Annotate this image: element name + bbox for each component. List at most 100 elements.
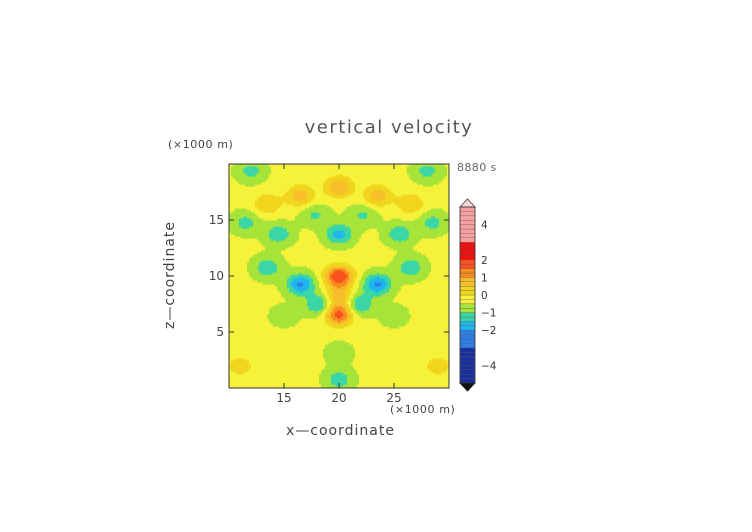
heatmap-cell bbox=[281, 226, 284, 229]
heatmap-cell bbox=[255, 216, 258, 219]
heatmap-cell bbox=[251, 370, 254, 373]
heatmap-cell bbox=[293, 296, 296, 299]
heatmap-cell bbox=[301, 300, 304, 303]
heatmap-cell bbox=[289, 230, 292, 233]
heatmap-cell bbox=[305, 170, 308, 173]
heatmap-cell bbox=[243, 192, 246, 195]
heatmap-cell bbox=[299, 326, 302, 329]
heatmap-cell bbox=[253, 208, 256, 211]
heatmap-cell bbox=[235, 346, 238, 349]
heatmap-cell bbox=[283, 176, 286, 179]
heatmap-cell bbox=[279, 266, 282, 269]
heatmap-cell bbox=[283, 308, 286, 311]
heatmap-cell bbox=[287, 312, 290, 315]
heatmap-cell bbox=[275, 234, 278, 237]
heatmap-cell bbox=[297, 342, 300, 345]
heatmap-cell bbox=[261, 186, 264, 189]
heatmap-cell bbox=[251, 262, 254, 265]
heatmap-cell bbox=[305, 254, 308, 257]
heatmap-cell bbox=[299, 262, 302, 265]
heatmap-cell bbox=[301, 380, 304, 383]
heatmap-cell bbox=[261, 286, 264, 289]
heatmap-cell bbox=[287, 320, 290, 323]
heatmap-cell bbox=[239, 330, 242, 333]
heatmap-cell bbox=[243, 354, 246, 357]
heatmap-cell bbox=[231, 252, 234, 255]
heatmap-cell bbox=[293, 334, 296, 337]
heatmap-cell bbox=[241, 176, 244, 179]
heatmap-cell bbox=[243, 380, 246, 383]
heatmap-cell bbox=[279, 226, 282, 229]
heatmap-cell bbox=[289, 228, 292, 231]
heatmap-cell bbox=[269, 344, 272, 347]
heatmap-cell bbox=[309, 280, 312, 283]
heatmap-cell bbox=[251, 222, 254, 225]
heatmap-cell bbox=[291, 346, 294, 349]
heatmap-cell bbox=[289, 216, 292, 219]
heatmap-cell bbox=[289, 320, 292, 323]
heatmap-cell bbox=[243, 332, 246, 335]
heatmap-cell bbox=[267, 258, 270, 261]
heatmap-cell bbox=[277, 176, 280, 179]
heatmap-cell bbox=[267, 202, 270, 205]
heatmap-cell bbox=[295, 318, 298, 321]
heatmap-cell bbox=[289, 246, 292, 249]
heatmap-cell bbox=[241, 224, 244, 227]
heatmap-cell bbox=[261, 212, 264, 215]
heatmap-cell bbox=[303, 190, 306, 193]
heatmap-cell bbox=[269, 306, 272, 309]
heatmap-cell bbox=[293, 254, 296, 257]
heatmap-cell bbox=[301, 218, 304, 221]
heatmap-cell bbox=[237, 218, 240, 221]
heatmap-cell bbox=[253, 240, 256, 243]
heatmap-cell bbox=[259, 356, 262, 359]
heatmap-cell bbox=[269, 218, 272, 221]
heatmap-cell bbox=[261, 384, 264, 387]
heatmap-cell bbox=[267, 334, 270, 337]
heatmap-cell bbox=[311, 184, 314, 187]
heatmap-cell bbox=[259, 236, 262, 239]
heatmap-cell bbox=[277, 308, 280, 311]
heatmap-cell bbox=[277, 180, 280, 183]
heatmap-cell bbox=[313, 278, 316, 281]
heatmap-cell bbox=[295, 362, 298, 365]
heatmap-cell bbox=[229, 262, 232, 265]
heatmap-cell bbox=[273, 358, 276, 361]
heatmap-cell bbox=[281, 232, 284, 235]
heatmap-cell bbox=[231, 216, 234, 219]
heatmap-cell bbox=[305, 240, 308, 243]
heatmap-cell bbox=[247, 306, 250, 309]
heatmap-cell bbox=[291, 182, 294, 185]
heatmap-cell bbox=[229, 246, 232, 249]
heatmap-cell bbox=[279, 176, 282, 179]
heatmap-cell bbox=[245, 368, 248, 371]
heatmap-cell bbox=[301, 346, 304, 349]
heatmap-cell bbox=[291, 236, 294, 239]
heatmap-cell bbox=[279, 234, 282, 237]
heatmap-cell bbox=[277, 224, 280, 227]
heatmap-cell bbox=[267, 290, 270, 293]
heatmap-cell bbox=[241, 284, 244, 287]
heatmap-cell bbox=[279, 286, 282, 289]
heatmap-cell bbox=[241, 242, 244, 245]
heatmap-cell bbox=[293, 242, 296, 245]
heatmap-cell bbox=[241, 208, 244, 211]
heatmap-cell bbox=[315, 170, 318, 173]
heatmap-cell bbox=[275, 212, 278, 215]
heatmap-cell bbox=[243, 218, 246, 221]
heatmap-cell bbox=[243, 258, 246, 261]
heatmap-cell bbox=[245, 298, 248, 301]
heatmap-cell bbox=[257, 166, 260, 169]
heatmap-cell bbox=[255, 314, 258, 317]
heatmap-cell bbox=[267, 272, 270, 275]
heatmap-cell bbox=[247, 224, 250, 227]
heatmap-cell bbox=[313, 336, 316, 339]
heatmap-cell bbox=[241, 234, 244, 237]
heatmap-cell bbox=[231, 214, 234, 217]
heatmap-cell bbox=[285, 352, 288, 355]
heatmap-cell bbox=[235, 274, 238, 277]
heatmap-cell bbox=[277, 260, 280, 263]
heatmap-cell bbox=[273, 170, 276, 173]
heatmap-cell bbox=[255, 200, 258, 203]
heatmap-cell bbox=[311, 176, 314, 179]
